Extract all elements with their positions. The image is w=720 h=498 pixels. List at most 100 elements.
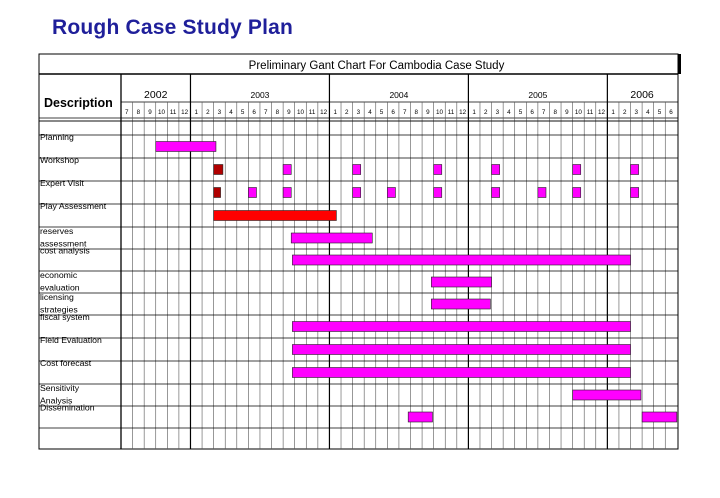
description-header: Description	[44, 96, 113, 110]
month-label: 1	[472, 109, 476, 116]
month-label: 6	[252, 109, 256, 116]
year-label: 2005	[528, 90, 547, 100]
month-label: 3	[357, 109, 361, 116]
month-label: 12	[459, 109, 467, 116]
month-label: 11	[309, 109, 316, 116]
slide-title: Rough Case Study Plan	[52, 16, 294, 39]
month-label: 10	[436, 109, 444, 116]
task-bar	[282, 187, 292, 198]
task-label: reserves	[40, 226, 74, 236]
task-label: evaluation	[40, 283, 80, 293]
month-label: 8	[137, 109, 141, 116]
task-bar	[630, 164, 639, 175]
task-bar	[292, 321, 631, 332]
task-bar	[431, 276, 492, 288]
month-label: 5	[519, 109, 523, 116]
year-label: 2006	[630, 89, 654, 101]
task-bar	[352, 187, 362, 198]
month-label: 6	[391, 109, 395, 116]
month-label: 9	[426, 109, 430, 116]
task-bar	[537, 187, 547, 198]
task-label: Planning	[40, 132, 74, 142]
month-label: 9	[287, 109, 291, 116]
task-bar	[213, 164, 224, 175]
month-label: 1	[611, 109, 615, 116]
task-bar	[433, 164, 443, 175]
task-bar	[387, 187, 396, 198]
month-label: 5	[380, 109, 384, 116]
task-label: fiscal system	[40, 312, 90, 322]
task-bar	[248, 187, 257, 198]
task-label: Analysis	[40, 396, 73, 406]
month-label: 1	[195, 109, 199, 116]
month-label: 3	[218, 109, 222, 116]
month-label: 3	[496, 109, 500, 116]
month-label: 7	[403, 109, 407, 116]
month-label: 12	[598, 109, 606, 116]
task-label: economic	[40, 270, 78, 280]
month-label: 10	[575, 109, 583, 116]
month-label: 2	[345, 109, 349, 116]
month-label: 10	[297, 109, 305, 116]
month-label: 3	[635, 109, 639, 116]
task-bar	[352, 164, 362, 175]
task-label: Cost forecast	[40, 358, 92, 368]
task-label: licensing	[40, 292, 74, 302]
month-label: 6	[669, 109, 673, 116]
month-label: 12	[181, 109, 189, 116]
month-label: 10	[158, 109, 166, 116]
task-label: Sensitivity	[40, 383, 80, 393]
task-bar	[630, 187, 639, 198]
chart-title: Preliminary Gant Chart For Cambodia Case…	[249, 60, 505, 72]
task-bar	[292, 367, 631, 378]
month-label: 2	[623, 109, 627, 116]
task-bar	[290, 232, 373, 244]
task-bar	[213, 187, 221, 198]
task-bar	[491, 187, 500, 198]
year-label: 2003	[250, 90, 269, 100]
task-bar	[641, 411, 678, 423]
task-label: Workshop	[40, 155, 79, 165]
task-bar	[292, 344, 631, 355]
month-label: 11	[587, 109, 594, 116]
task-label: cost analysis	[40, 246, 90, 256]
month-label: 2	[206, 109, 210, 116]
month-label: 7	[264, 109, 268, 116]
month-label: 5	[658, 109, 662, 116]
chart-frame	[38, 53, 679, 450]
task-label: Field Evaluation	[40, 335, 102, 345]
task-bar	[491, 164, 500, 175]
month-label: 11	[448, 109, 455, 116]
month-label: 7	[542, 109, 546, 116]
task-label: assessment	[40, 239, 87, 249]
year-label: 2004	[389, 90, 408, 100]
task-bar	[572, 164, 582, 175]
month-label: 4	[507, 109, 511, 116]
month-label: 11	[170, 109, 177, 116]
month-label: 8	[415, 109, 419, 116]
month-label: 2	[484, 109, 488, 116]
task-label: strategies	[40, 305, 78, 315]
task-bar	[572, 187, 582, 198]
month-label: 8	[553, 109, 557, 116]
task-label: Expert Visit	[40, 178, 84, 188]
task-label: Play Assessment	[40, 201, 107, 211]
month-label: 4	[368, 109, 372, 116]
task-bar	[282, 164, 292, 175]
month-label: 6	[530, 109, 534, 116]
task-bar	[292, 254, 631, 266]
month-label: 7	[125, 109, 129, 116]
year-label: 2002	[144, 89, 168, 101]
task-bar	[155, 141, 217, 152]
month-label: 12	[320, 109, 328, 116]
task-bar	[431, 298, 491, 310]
task-label: Dissemination	[40, 403, 95, 413]
task-bar	[213, 210, 337, 221]
month-label: 4	[229, 109, 233, 116]
task-bar	[433, 187, 443, 198]
task-bar	[407, 411, 433, 423]
month-label: 9	[148, 109, 152, 116]
month-label: 5	[241, 109, 245, 116]
month-label: 9	[565, 109, 569, 116]
